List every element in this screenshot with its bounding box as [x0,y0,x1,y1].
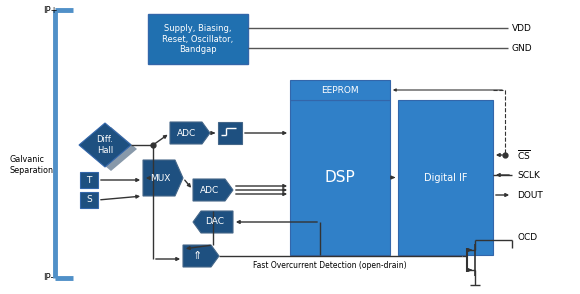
Bar [290,80,390,100]
Text: ADC: ADC [177,128,197,138]
Polygon shape [170,122,210,144]
Text: DAC: DAC [205,218,224,226]
Polygon shape [79,123,131,167]
Bar [80,192,98,208]
Polygon shape [193,211,233,233]
Text: OCD: OCD [517,233,537,241]
Polygon shape [85,127,137,171]
Text: SCLK: SCLK [517,171,540,180]
Text: Diff.
Hall: Diff. Hall [96,135,114,155]
Text: ⇑: ⇑ [193,251,202,261]
Text: T: T [86,176,92,185]
Polygon shape [143,160,183,196]
Text: MUX: MUX [150,173,170,183]
Text: $\overline{\rm CS}$: $\overline{\rm CS}$ [517,148,531,162]
Bar [398,100,493,255]
Text: S: S [86,196,92,205]
Polygon shape [183,245,219,267]
Polygon shape [193,179,233,201]
Bar [80,172,98,188]
Text: Supply, Biasing,
Reset, Oscillator,
Bandgap: Supply, Biasing, Reset, Oscillator, Band… [162,24,234,54]
Text: EEPROM: EEPROM [321,86,359,94]
Text: VDD: VDD [512,24,532,33]
Text: Fast Overcurrent Detection (open-drain): Fast Overcurrent Detection (open-drain) [253,260,407,270]
Text: ADC: ADC [200,186,220,195]
Text: IP+: IP+ [43,6,57,14]
Text: DSP: DSP [325,170,356,185]
Text: Digital IF: Digital IF [424,173,467,183]
Bar [218,122,242,144]
Text: GND: GND [512,44,532,53]
Text: Galvanic
Separation: Galvanic Separation [10,155,54,175]
Text: IP-: IP- [43,273,53,283]
Bar [148,14,248,64]
Bar [290,100,390,255]
Text: DOUT: DOUT [517,191,543,200]
